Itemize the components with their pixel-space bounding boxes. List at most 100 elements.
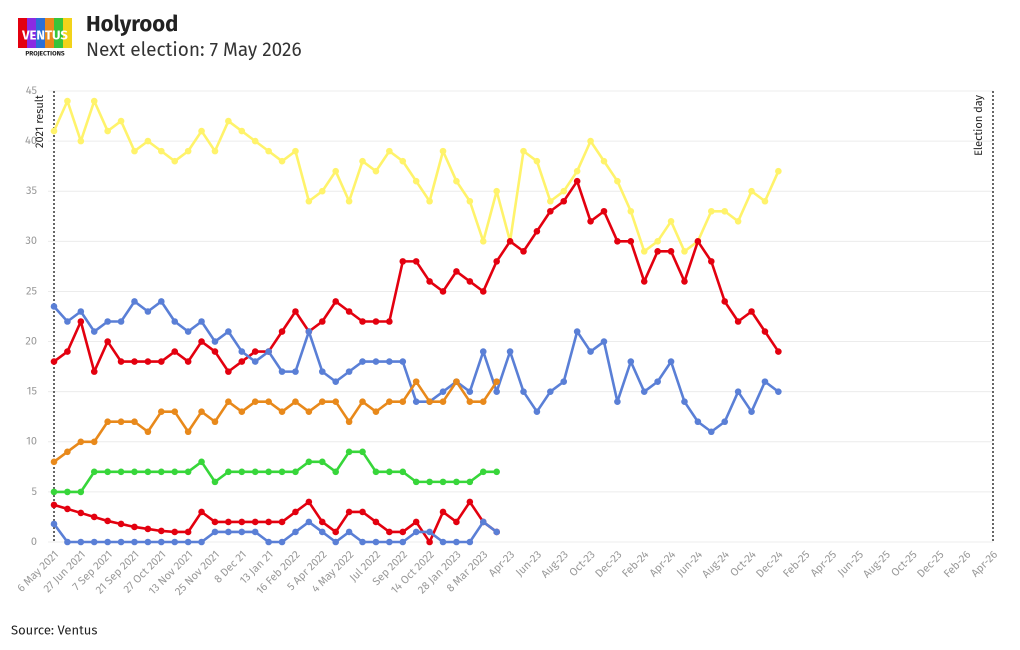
point (332, 398, 340, 405)
point (171, 408, 179, 416)
point (90, 97, 98, 105)
point (332, 298, 340, 305)
x-tick-label: Oct-23 (567, 548, 598, 579)
x-tick-label: Jun-25 (835, 548, 866, 579)
point (305, 197, 313, 205)
point (64, 448, 71, 456)
point (77, 318, 85, 325)
point (318, 528, 326, 536)
point (64, 348, 71, 355)
point (305, 328, 313, 335)
point (184, 358, 192, 365)
point (131, 298, 138, 305)
point (144, 308, 152, 315)
point (158, 147, 165, 155)
point (198, 127, 205, 135)
point (359, 448, 366, 456)
point (225, 328, 232, 335)
point (372, 358, 380, 365)
point (479, 398, 487, 405)
point (493, 388, 500, 395)
point (681, 248, 688, 255)
point (345, 418, 353, 426)
point (144, 428, 152, 436)
point (493, 187, 500, 195)
point (721, 418, 729, 426)
y-tick-label: 10 (26, 435, 37, 448)
point (50, 488, 58, 496)
point (117, 538, 125, 546)
point (708, 258, 715, 265)
logo-text: VENTUS (21, 28, 68, 43)
point (748, 308, 755, 315)
point (251, 137, 259, 145)
point (171, 468, 179, 476)
point (318, 187, 326, 195)
x-tick-label: Apr-24 (647, 548, 679, 580)
point (412, 177, 420, 185)
point (158, 358, 165, 365)
point (131, 418, 138, 426)
point (265, 468, 272, 476)
point (251, 398, 259, 405)
point (225, 518, 232, 526)
point (211, 147, 219, 155)
point (587, 137, 594, 145)
point (640, 248, 648, 255)
point (627, 207, 635, 215)
logo-stripe (27, 18, 36, 48)
point (614, 177, 621, 185)
point (292, 508, 299, 516)
annotation-text: 2021 result (33, 95, 46, 148)
point (479, 468, 487, 476)
point (681, 398, 688, 405)
point (144, 525, 152, 533)
y-tick-label: 35 (26, 184, 37, 197)
x-tick-label: Feb-24 (619, 548, 651, 580)
point (131, 538, 138, 546)
point (399, 468, 407, 476)
point (50, 501, 58, 509)
point (453, 478, 460, 486)
y-tick-label: 15 (27, 385, 38, 398)
point (332, 468, 340, 476)
point (184, 147, 192, 155)
point (345, 308, 353, 315)
point (359, 157, 366, 165)
point (238, 358, 246, 365)
point (547, 388, 554, 395)
point (573, 177, 581, 185)
point (158, 298, 165, 305)
point (654, 238, 661, 245)
point (399, 538, 407, 546)
point (278, 538, 286, 546)
x-tick-label: Feb-26 (941, 548, 973, 580)
point (184, 328, 192, 335)
point (64, 538, 71, 546)
point (90, 513, 98, 521)
point (184, 428, 192, 436)
point (238, 348, 246, 355)
logo-stripe (18, 18, 27, 48)
point (117, 418, 125, 426)
point (305, 458, 313, 466)
point (761, 328, 769, 335)
point (318, 318, 326, 325)
point (238, 468, 246, 476)
point (708, 428, 715, 436)
point (50, 458, 58, 466)
point (761, 197, 769, 205)
point (681, 278, 688, 285)
point (50, 303, 58, 310)
point (292, 308, 299, 315)
point (359, 398, 366, 405)
point (238, 408, 246, 416)
point (721, 207, 729, 215)
point (292, 398, 299, 405)
point (64, 97, 71, 105)
point (721, 298, 729, 305)
point (305, 498, 313, 506)
y-tick-label: 25 (26, 284, 37, 297)
point (439, 508, 447, 516)
point (318, 518, 326, 526)
